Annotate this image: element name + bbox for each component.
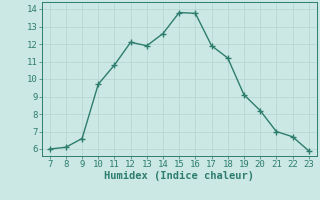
X-axis label: Humidex (Indice chaleur): Humidex (Indice chaleur) [104,171,254,181]
